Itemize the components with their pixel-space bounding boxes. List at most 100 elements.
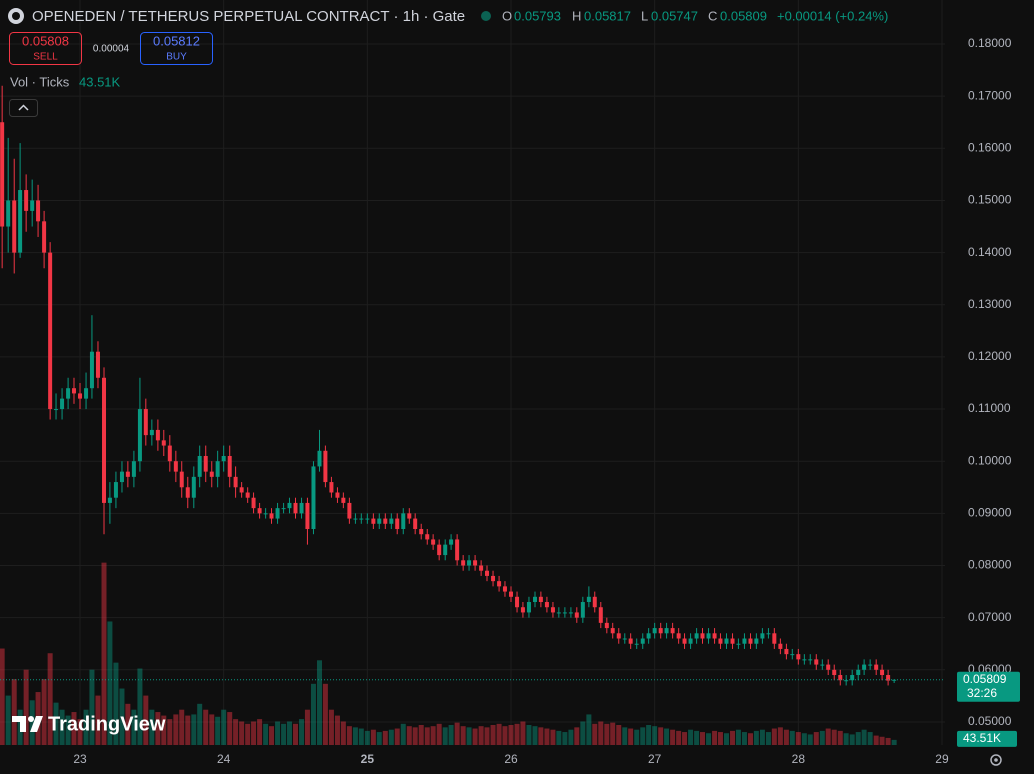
volume-bar [706,733,712,745]
candle-body [592,596,597,608]
candle-body [167,445,172,462]
volume-bar [604,723,610,745]
candle-body [78,393,83,399]
ohlc-label: H [572,8,581,23]
volume-bar [131,709,137,745]
volume-bar [71,712,77,745]
candle-body [479,565,484,571]
candle-body [347,502,352,519]
candles [0,85,945,686]
candle-body [712,633,717,639]
candle-body [796,654,801,660]
volume-bar [520,721,526,745]
volume-bar [640,727,646,745]
candle-body [42,221,47,253]
change: +0.00014 (+0.24%) [777,8,888,23]
grid [0,0,945,745]
candle-body [95,351,100,378]
y-tick-label: 0.08000 [968,558,1012,572]
volume-bar [622,727,628,745]
volume-bar [891,739,897,745]
buy-price: 0.05812 [153,33,200,48]
candle-body [377,518,382,524]
candle-body [419,528,424,535]
volume-bar [568,729,574,745]
volume-bar [448,725,454,745]
volume-bar [813,732,819,745]
ohlc-label: C [708,8,717,23]
volume-bar [233,719,239,745]
candle-body [754,638,759,644]
volume-bar [867,732,873,745]
candle-body [616,633,621,639]
candle-body [185,487,190,498]
volume-bar [227,712,233,745]
candle-body [850,675,855,681]
status-dot [481,11,491,21]
volume-bar [322,683,328,745]
volume-bar [694,730,700,745]
y-tick-label: 0.12000 [968,349,1012,363]
candle-body [844,680,849,682]
volume-bar [221,709,227,745]
candle-body [766,633,771,635]
buy-button[interactable] [140,32,213,65]
volume-bar [460,726,466,745]
sell-button[interactable] [9,32,82,65]
volume-bar [83,709,89,745]
y-tick-label: 0.09000 [968,506,1012,520]
settings-icon[interactable] [990,754,1002,766]
candle-body [640,638,645,644]
volume-bar [382,730,388,745]
volume-bar [328,709,334,745]
volume-bar [119,688,125,745]
volume-bar [472,728,478,745]
candle-body [6,200,11,227]
candle-body [515,596,520,608]
countdown: 32:26 [967,686,997,700]
candle-body [371,518,376,524]
volume-bar [53,702,59,745]
volume-bar [747,733,753,745]
last-price-label: 0.05809 [963,672,1007,686]
x-tick-label: 29 [935,752,949,766]
spread: 0.00004 [93,44,130,55]
symbol-icon-inner [12,12,20,20]
candle-body [149,429,154,436]
volume-bar [759,729,765,745]
candle-body [868,664,873,666]
volume-bar [700,732,706,745]
collapse-button[interactable] [9,99,38,117]
y-tick-label: 0.17000 [968,88,1012,102]
volume-bar [424,727,430,745]
candle-body [143,409,148,436]
candle-body [12,200,17,253]
candle-body [60,398,65,410]
symbol-title[interactable]: OPENEDEN / TETHERUS PERPETUAL CONTRACT ·… [32,8,465,25]
volume-bar [125,703,131,745]
volume-bar [340,721,346,745]
volume-bar [334,715,340,745]
volume-bar [795,732,801,745]
x-tick-label: 23 [73,752,87,766]
volume-bar [5,695,11,745]
volume-bar [412,727,418,745]
volume-bar [466,727,472,745]
candle-body [461,560,466,566]
candle-body [520,607,525,613]
volume-bar [257,719,263,745]
candle-body [102,377,107,503]
candle-body [485,570,490,576]
candle-body [383,518,388,524]
volume-bar [101,562,107,745]
candle-body [293,502,298,514]
candle-body [748,638,753,644]
candle-body [173,461,178,472]
volume-bar [670,729,676,745]
y-tick-label: 0.14000 [968,245,1012,259]
candle-body [131,461,136,477]
volume-bar [831,729,837,745]
volume-bar [676,730,682,745]
volume-bar [490,725,496,745]
candle-body [36,200,41,222]
